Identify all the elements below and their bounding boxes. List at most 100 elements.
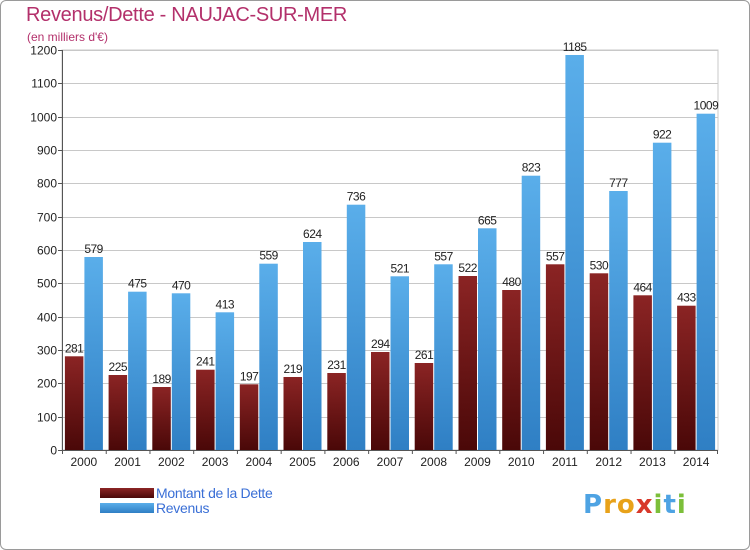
logo-letter: o bbox=[616, 490, 636, 520]
logo-letter: x bbox=[635, 490, 654, 520]
bar-debt bbox=[677, 305, 696, 450]
x-tick-label: 2012 bbox=[595, 455, 622, 469]
x-tick-label: 2011 bbox=[552, 455, 578, 469]
y-tick-label: 700 bbox=[37, 211, 57, 225]
bar-revenue bbox=[478, 228, 497, 450]
data-label-revenue: 624 bbox=[303, 227, 322, 241]
proxiti-logo: Proxiti bbox=[583, 490, 687, 520]
y-tick-label: 1000 bbox=[30, 111, 57, 125]
data-label-debt: 281 bbox=[65, 341, 84, 355]
bar-revenue bbox=[128, 291, 147, 450]
x-tick-label: 2009 bbox=[464, 455, 491, 469]
logo-letter: t bbox=[663, 490, 677, 520]
bar-revenue bbox=[609, 191, 628, 450]
legend-swatch-revenue bbox=[100, 503, 154, 513]
x-tick-label: 2013 bbox=[639, 455, 666, 469]
logo-letter: P bbox=[583, 490, 604, 520]
data-label-revenue: 922 bbox=[653, 128, 672, 142]
y-tick-label: 900 bbox=[37, 144, 57, 158]
legend-label-debt: Montant de la Dette bbox=[156, 485, 273, 501]
data-label-debt: 219 bbox=[284, 362, 303, 376]
bar-revenue bbox=[215, 312, 235, 450]
bar-debt bbox=[152, 387, 171, 450]
y-tick-label: 600 bbox=[37, 244, 57, 258]
x-tick-label: 2005 bbox=[289, 455, 316, 469]
bar-debt bbox=[196, 369, 215, 450]
chart-subtitle: (en milliers d'€) bbox=[27, 30, 108, 44]
data-label-debt: 480 bbox=[502, 275, 521, 289]
y-tick-label: 1100 bbox=[31, 77, 57, 91]
y-tick-label: 1200 bbox=[30, 44, 57, 58]
data-label-debt: 433 bbox=[677, 291, 696, 305]
bar-debt bbox=[502, 290, 521, 450]
data-label-revenue: 475 bbox=[128, 277, 147, 291]
x-tick-label: 2007 bbox=[377, 455, 404, 469]
y-tick-label: 500 bbox=[37, 277, 57, 291]
data-label-revenue: 1009 bbox=[694, 99, 720, 113]
x-tick-label: 2004 bbox=[245, 455, 272, 469]
bar-revenue bbox=[390, 276, 409, 450]
x-tick-label: 2006 bbox=[333, 455, 360, 469]
bar-debt bbox=[327, 373, 346, 450]
data-label-revenue: 470 bbox=[172, 278, 191, 292]
bar-revenue bbox=[84, 257, 103, 450]
bar-revenue bbox=[696, 113, 716, 450]
bar-debt bbox=[458, 276, 477, 450]
data-label-debt: 189 bbox=[152, 372, 171, 386]
x-tick-label: 2014 bbox=[683, 455, 710, 469]
y-tick-label: 300 bbox=[37, 344, 57, 358]
data-label-debt: 197 bbox=[240, 369, 259, 383]
x-tick-label: 2002 bbox=[158, 455, 185, 469]
data-labels: 281 579 225 475 189 470 241 413 197 559 219 624 231 7… bbox=[65, 40, 720, 386]
bar-revenue bbox=[521, 175, 541, 450]
bar-revenue bbox=[303, 242, 322, 450]
chart-title: Revenus/Dette - NAUJAC-SUR-MER bbox=[26, 4, 348, 26]
data-label-revenue: 557 bbox=[434, 249, 453, 263]
data-label-revenue: 665 bbox=[478, 213, 497, 227]
bar-debt bbox=[283, 377, 302, 450]
legend-label-revenue: Revenus bbox=[156, 500, 210, 516]
data-label-revenue: 1185 bbox=[563, 40, 588, 54]
bar-revenue bbox=[259, 263, 278, 450]
legend-swatch-debt bbox=[100, 488, 154, 498]
data-label-revenue: 823 bbox=[522, 161, 541, 175]
data-label-debt: 530 bbox=[590, 258, 609, 272]
data-label-debt: 261 bbox=[415, 348, 434, 362]
logo-letter: i bbox=[676, 490, 687, 520]
y-tick-label: 0 bbox=[50, 444, 57, 458]
y-tick-label: 800 bbox=[37, 177, 57, 191]
x-tick-label: 2008 bbox=[420, 455, 447, 469]
bar-debt bbox=[589, 273, 609, 450]
data-label-revenue: 579 bbox=[84, 242, 103, 256]
x-tick-label: 2010 bbox=[508, 455, 535, 469]
data-label-debt: 225 bbox=[109, 360, 128, 374]
y-tick-label: 100 bbox=[37, 411, 57, 425]
gridlines bbox=[61, 49, 719, 451]
data-label-debt: 231 bbox=[327, 358, 346, 372]
bar-debt bbox=[414, 363, 434, 450]
axes: 0 100 200 300 400 500 600 700 800 900 1000 1100 1200… bbox=[30, 44, 718, 469]
data-label-revenue: 777 bbox=[609, 176, 628, 190]
y-tick-label: 200 bbox=[37, 377, 57, 391]
bar-debt bbox=[64, 356, 84, 450]
data-label-debt: 522 bbox=[458, 261, 477, 275]
bar-revenue bbox=[434, 264, 453, 450]
bar-revenue bbox=[565, 55, 584, 450]
bar-debt bbox=[108, 375, 128, 450]
bars bbox=[64, 55, 716, 450]
bar-revenue bbox=[346, 204, 366, 450]
bar-debt bbox=[545, 264, 565, 450]
data-label-debt: 294 bbox=[371, 337, 390, 351]
bar-debt bbox=[371, 352, 390, 450]
data-label-revenue: 736 bbox=[347, 190, 366, 204]
data-label-revenue: 521 bbox=[391, 261, 410, 275]
bar-revenue bbox=[652, 142, 672, 450]
logo-letter: i bbox=[653, 490, 664, 520]
data-label-debt: 241 bbox=[196, 355, 215, 369]
bar-revenue bbox=[171, 293, 191, 450]
data-label-revenue: 559 bbox=[259, 249, 278, 263]
bar-debt bbox=[239, 384, 259, 450]
y-tick-label: 400 bbox=[37, 311, 57, 325]
data-label-revenue: 413 bbox=[216, 297, 235, 311]
